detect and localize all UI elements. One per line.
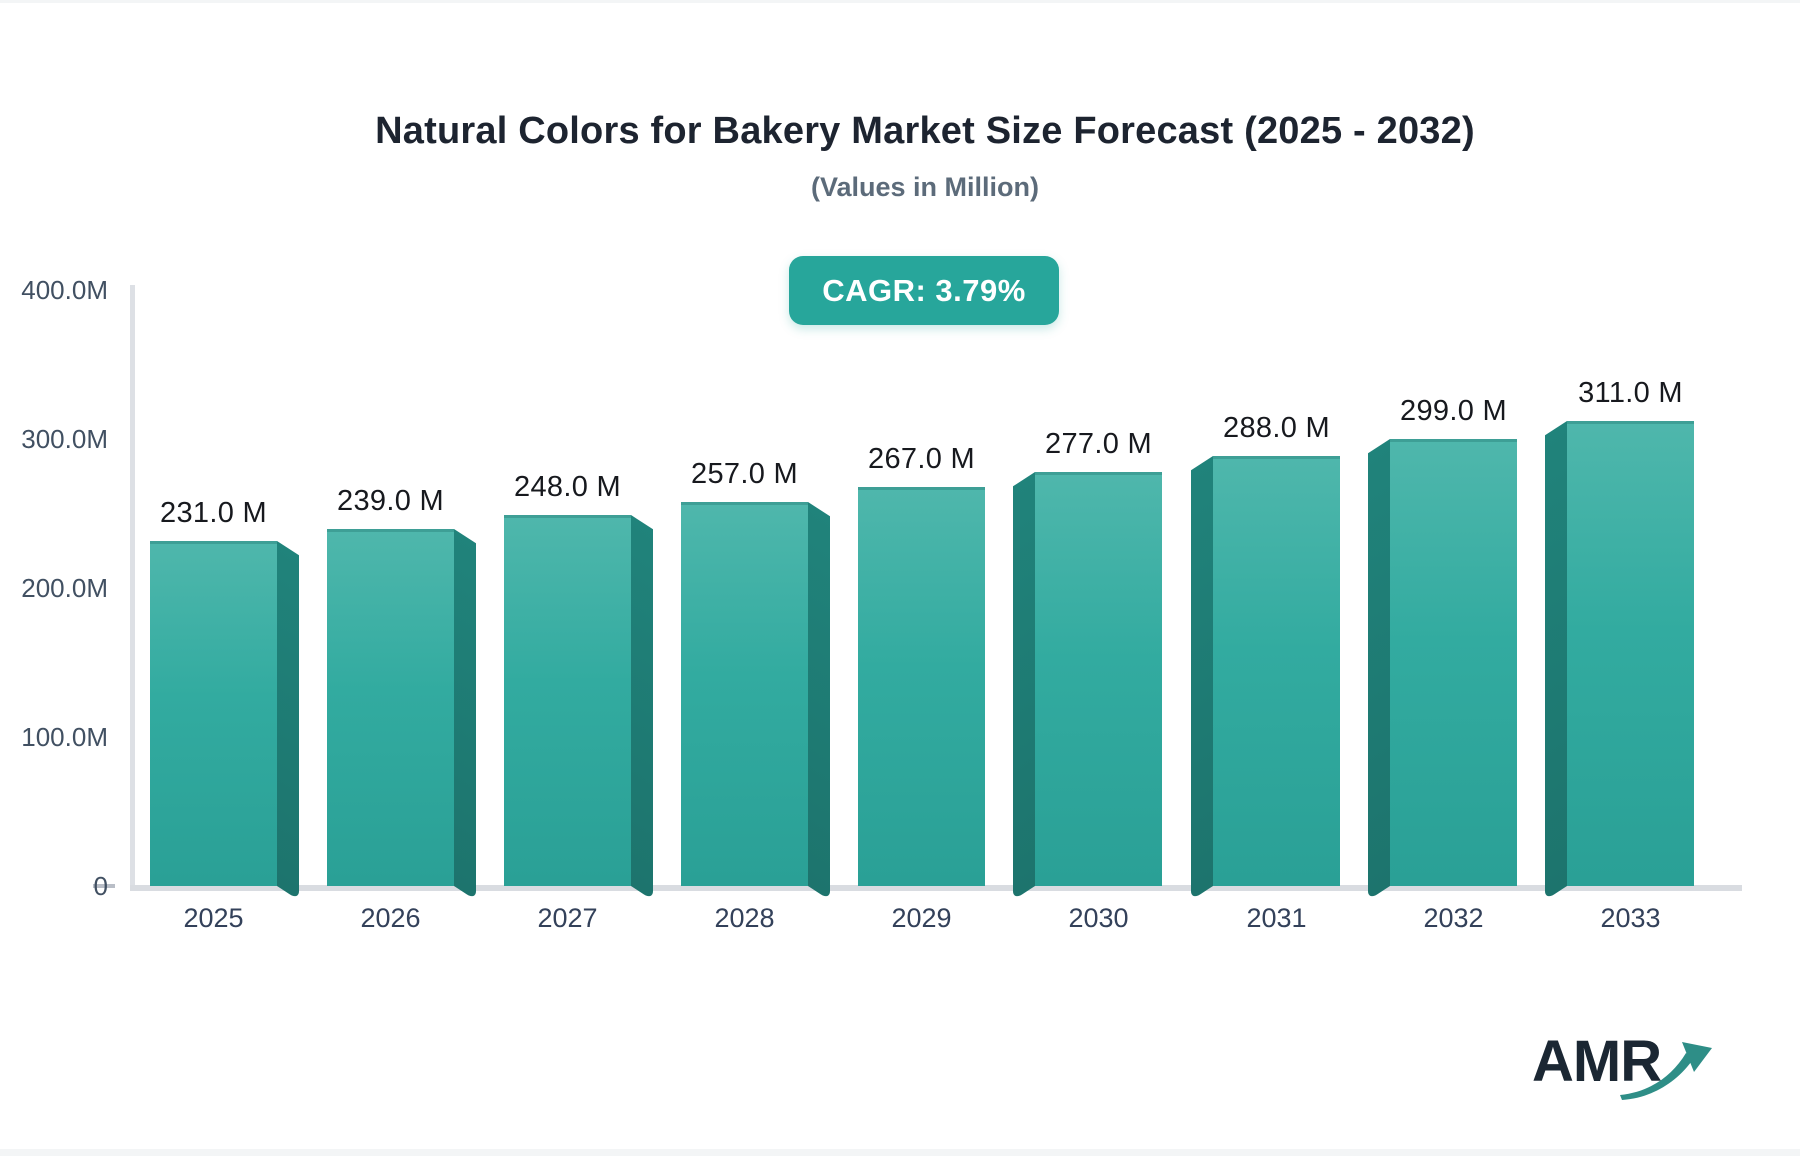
y-axis-tick-label: 300.0M [21, 424, 108, 454]
x-axis-tick-label: 2028 [714, 903, 775, 933]
x-axis-tick-label: 2032 [1423, 903, 1484, 933]
page-bottom-edge [0, 1149, 1800, 1156]
bar-value-label: 299.0 M [1400, 395, 1507, 427]
bar-value-label: 257.0 M [691, 458, 798, 490]
bar-2026-side-face [454, 529, 476, 901]
bar-value-label: 311.0 M [1578, 377, 1683, 409]
bar-2033 [1567, 421, 1694, 886]
cagr-badge: CAGR: 3.79% [789, 256, 1059, 325]
bar-2027 [504, 515, 631, 886]
x-axis-tick-label: 2031 [1246, 903, 1307, 933]
bar-2028 [681, 502, 808, 886]
y-axis-line [130, 285, 135, 891]
bar-value-label: 288.0 M [1223, 412, 1330, 444]
bar-value-label: 267.0 M [868, 443, 975, 475]
y-axis-tick-label: 400.0M [21, 275, 108, 305]
bar-value-label: 239.0 M [337, 485, 444, 517]
bar-value-label: 277.0 M [1045, 428, 1152, 460]
x-axis-tick-label: 2030 [1068, 903, 1129, 933]
bar-2028-side-face [808, 502, 830, 901]
bar-value-label: 248.0 M [514, 471, 621, 503]
y-axis-tick-label: 0 [93, 871, 108, 901]
bar-2027-side-face [631, 515, 653, 901]
chart-title: Natural Colors for Bakery Market Size Fo… [375, 110, 1475, 152]
x-axis-tick-label: 2026 [360, 903, 421, 933]
bar-2026 [327, 529, 454, 886]
chart-subtitle: (Values in Million) [810, 172, 1040, 202]
y-axis-tick-label: 100.0M [21, 722, 108, 752]
cagr-badge-label: CAGR: 3.79% [822, 272, 1026, 308]
bar-2032 [1390, 439, 1517, 886]
bar-2025 [150, 541, 277, 886]
page-top-edge [0, 0, 1800, 3]
bar-2033-side-face [1545, 421, 1567, 901]
amr-logo-text: AMR [1532, 1029, 1662, 1094]
x-axis-tick-label: 2033 [1600, 903, 1661, 933]
bar-2031-side-face [1191, 456, 1213, 901]
x-axis-tick-label: 2025 [183, 903, 244, 933]
x-axis-tick-label: 2029 [891, 903, 952, 933]
growth-arrow-icon [1620, 1042, 1712, 1100]
x-axis-tick-label: 2027 [537, 903, 598, 933]
bar-2030-side-face [1013, 472, 1035, 901]
x-axis-line [130, 885, 1742, 891]
amr-logo: AMR [1532, 1028, 1732, 1108]
bar-2029 [858, 487, 985, 886]
bar-2030 [1035, 472, 1162, 886]
zero-tick-mark [93, 884, 115, 888]
bar-value-label: 231.0 M [160, 497, 267, 529]
bar-2032-side-face [1368, 439, 1390, 901]
y-axis-tick-label: 200.0M [21, 573, 108, 603]
bar-2025-side-face [277, 541, 299, 901]
bar-2031 [1213, 456, 1340, 886]
